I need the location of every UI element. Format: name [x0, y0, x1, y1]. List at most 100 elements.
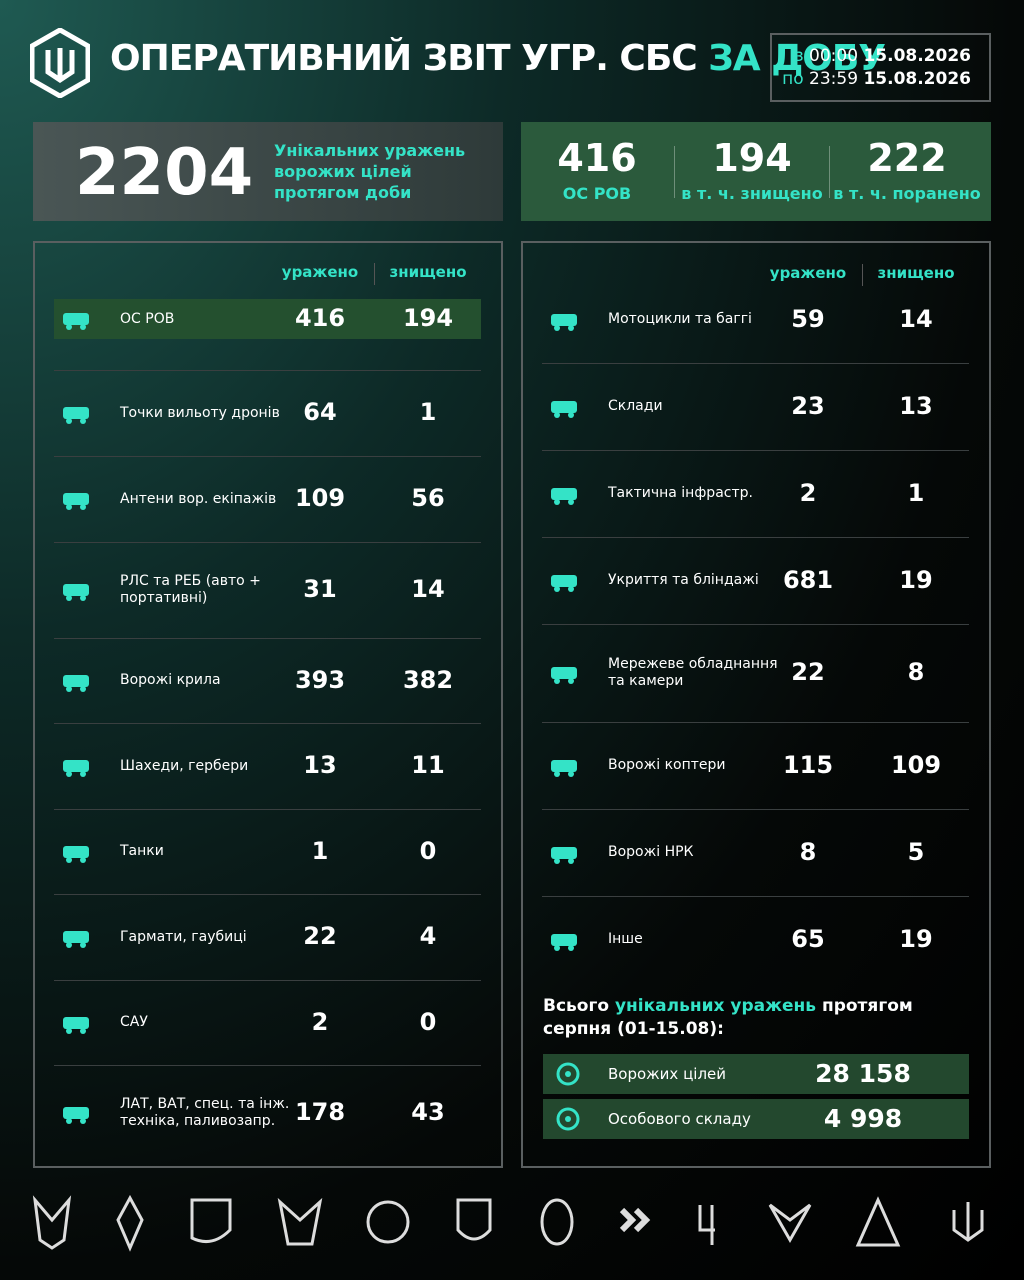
totals-accent: унікальних уражень	[614, 996, 817, 1016]
destroyed-value: 5	[907, 837, 925, 866]
row-icon	[551, 574, 577, 592]
row-label: Гармати, гаубиці	[120, 928, 247, 945]
divider	[674, 146, 675, 198]
row-icon	[551, 400, 577, 418]
destroyed-value: 0	[419, 836, 437, 865]
totals-row: Особового складу 4 998	[543, 1099, 969, 1139]
destroyed-value: 19	[899, 924, 933, 953]
row-separator	[54, 723, 481, 724]
totals-value: 4 998	[823, 1104, 903, 1133]
row-separator	[542, 809, 969, 810]
right-panel	[521, 241, 991, 1168]
row-icon	[63, 931, 89, 948]
totals-row: Ворожих цілей 28 158	[543, 1054, 969, 1094]
personnel-label: в т. ч. поранено	[833, 184, 981, 203]
total-label: Унікальних уражень ворожих цілей протяго…	[274, 141, 466, 202]
row-label: Ворожі коптери	[608, 757, 726, 773]
row-icon	[63, 493, 89, 510]
hit-value: 681	[782, 565, 834, 594]
row-separator	[542, 363, 969, 364]
row-label: Мережеве обладнання та камери	[608, 656, 778, 689]
divider	[829, 146, 830, 198]
logo	[30, 28, 90, 98]
personnel-value: 416	[557, 136, 637, 180]
row-icon	[551, 759, 577, 777]
row-label: ОС РОВ	[120, 310, 175, 327]
totals-icon	[556, 1107, 580, 1131]
totals-suffix: протягом серпня (01-15.08):	[543, 996, 913, 1039]
hit-value: 416	[294, 304, 346, 332]
destroyed-value: 194	[402, 304, 454, 332]
period-date: 15.08.2026	[863, 46, 971, 66]
period: з 00:00 15.08.2026 по 23:59 15.08.2026	[770, 33, 991, 102]
hit-value: 109	[294, 484, 346, 512]
totals-value: 28 158	[815, 1059, 911, 1088]
column-header: знищено	[389, 263, 467, 281]
row-separator	[54, 980, 481, 981]
totals-title: Всього унікальних уражень протягом серпн…	[543, 995, 963, 1041]
totals-label: Особового складу	[608, 1110, 751, 1128]
personnel-label: ОС РОВ	[562, 184, 632, 203]
hit-value: 31	[303, 575, 337, 603]
destroyed-value: 1	[907, 478, 925, 507]
personnel-value: 222	[867, 136, 947, 180]
personnel-label: в т. ч. знищено	[681, 184, 823, 203]
row-separator	[542, 624, 969, 625]
row-icon	[551, 487, 577, 505]
total-box: 2204 Унікальних уражень ворожих цілей пр…	[33, 122, 503, 221]
row-label: Точки вильоту дронів	[120, 404, 280, 421]
row-separator	[542, 722, 969, 723]
row-label: РЛС та РЕБ (авто + портативні)	[120, 573, 261, 606]
row-separator	[54, 542, 481, 543]
destroyed-value: 19	[899, 565, 933, 594]
row-separator	[542, 537, 969, 538]
row-separator	[54, 456, 481, 457]
row-icon	[63, 313, 89, 330]
hit-value: 115	[782, 750, 834, 779]
row-separator	[54, 894, 481, 895]
destroyed-value: 4	[419, 922, 437, 950]
total-value: 2204	[75, 136, 254, 210]
row-separator	[542, 450, 969, 451]
left-panel	[33, 241, 503, 1168]
title-main: ОПЕРАТИВНИЙ ЗВІТ УГР. СБС	[110, 38, 698, 79]
column-header: уражено	[769, 264, 847, 282]
hit-value: 22	[791, 658, 825, 686]
hit-value: 8	[799, 837, 817, 866]
row-label: САУ	[120, 1014, 148, 1030]
destroyed-value: 11	[411, 751, 445, 779]
destroyed-value: 1	[419, 398, 437, 426]
row-label: Шахеди, гербери	[120, 757, 249, 774]
row-icon	[63, 584, 89, 601]
row-icon	[63, 407, 89, 424]
totals-label: Ворожих цілей	[608, 1065, 727, 1083]
hit-value: 23	[791, 391, 825, 420]
period-label: з	[794, 46, 804, 66]
divider	[862, 264, 863, 286]
title-accent: ЗА ДОБУ	[708, 38, 886, 79]
row-icon	[63, 674, 89, 692]
row-label: Склади	[608, 398, 663, 414]
hit-value: 2	[799, 478, 817, 507]
row-icon	[63, 1106, 89, 1124]
hit-value: 2	[311, 1007, 329, 1036]
hit-value: 1	[311, 836, 329, 865]
highlight	[54, 299, 481, 339]
row-label: Мотоцикли та баггі	[608, 311, 752, 327]
destroyed-value: 109	[890, 750, 942, 779]
row-label: Ворожі НРК	[608, 844, 694, 860]
totals-icon	[556, 1062, 580, 1086]
row-label: Танки	[120, 843, 164, 859]
period-date: 15.08.2026	[863, 69, 971, 89]
row-separator	[542, 896, 969, 897]
title: ОПЕРАТИВНИЙ ЗВІТ УГР. СБС ЗА ДОБУ	[110, 38, 886, 79]
column-header: уражено	[281, 263, 359, 281]
totals-prefix: Всього	[543, 996, 610, 1016]
personnel-box: 416 ОС РОВ 194 в т. ч. знищено 222 в т. ч. по…	[521, 122, 991, 221]
row-separator	[54, 638, 481, 639]
row-icon	[551, 846, 577, 864]
destroyed-value: 382	[402, 665, 454, 694]
row-label: Тактична інфрастр.	[608, 485, 753, 501]
row-separator	[54, 1065, 481, 1066]
